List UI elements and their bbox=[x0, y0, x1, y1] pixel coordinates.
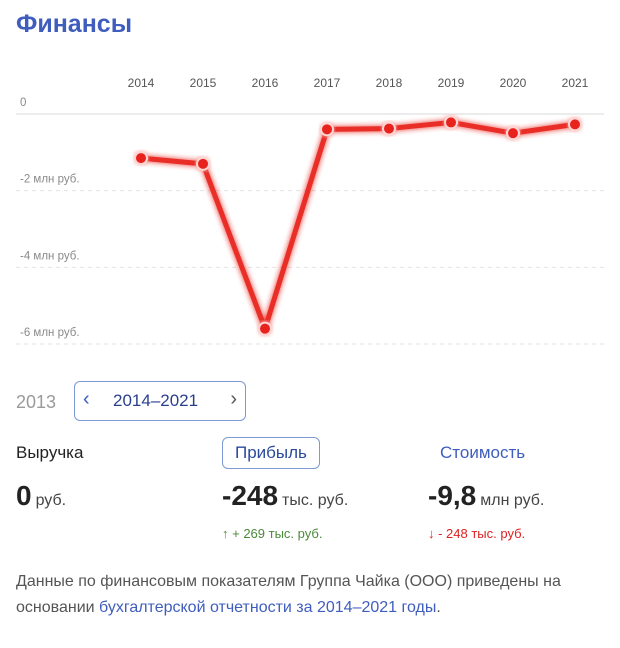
y-tick-label: -4 млн руб. bbox=[20, 250, 80, 262]
x-tick-label: 2017 bbox=[314, 76, 341, 90]
data-point bbox=[134, 151, 148, 166]
footnote-text: Данные по финансовым показателям Группа … bbox=[16, 573, 561, 616]
profit-delta: ↑ + 269 тыс. руб. bbox=[222, 526, 323, 541]
x-tick-label: 2018 bbox=[376, 76, 403, 90]
x-tick-label: 2021 bbox=[562, 76, 589, 90]
tab-revenue[interactable]: Выручка bbox=[16, 443, 84, 462]
chevron-right-icon[interactable]: › bbox=[230, 388, 237, 410]
y-tick-label: -2 млн руб. bbox=[20, 174, 80, 186]
x-tick-label: 2016 bbox=[252, 76, 279, 90]
revenue-value: 0 руб. bbox=[16, 480, 66, 512]
x-tick-label: 2020 bbox=[500, 76, 527, 90]
value-number: -9,8 bbox=[428, 480, 477, 511]
data-point bbox=[258, 321, 272, 336]
series-line bbox=[138, 119, 578, 332]
profit-unit: тыс. руб. bbox=[282, 492, 349, 509]
revenue-unit: руб. bbox=[35, 492, 67, 509]
company-value: -9,8 млн руб. bbox=[428, 480, 544, 512]
previous-year-link[interactable]: 2013 bbox=[16, 392, 57, 412]
data-point bbox=[382, 121, 396, 136]
profit-number: -248 bbox=[222, 480, 279, 511]
x-tick-label: 2015 bbox=[190, 76, 217, 90]
tab-value[interactable]: Стоимость bbox=[440, 443, 526, 462]
year-range-selector[interactable]: ‹ 2014–2021 › bbox=[74, 381, 246, 421]
x-tick-label: 2019 bbox=[438, 76, 465, 90]
profit-value: -248 тыс. руб. bbox=[222, 480, 348, 512]
finance-line-chart: 0 -2 млн руб. -4 млн руб. -6 млн руб. 2014 20… bbox=[16, 76, 604, 345]
x-tick-label: 2014 bbox=[128, 76, 155, 90]
year-range-label: 2014–2021 bbox=[113, 391, 199, 410]
value-delta: ↓ - 248 тыс. руб. bbox=[428, 526, 526, 541]
data-point bbox=[568, 117, 582, 132]
y-tick-label: 0 bbox=[20, 97, 26, 109]
footnote-end: . bbox=[436, 599, 441, 616]
footnote: Данные по финансовым показателям Группа … bbox=[16, 569, 606, 621]
y-tick-label: -6 млн руб. bbox=[20, 327, 80, 339]
revenue-number: 0 bbox=[16, 480, 32, 511]
tab-profit[interactable]: Прибыль bbox=[222, 437, 320, 469]
data-point bbox=[196, 156, 210, 171]
chevron-left-icon[interactable]: ‹ bbox=[83, 388, 90, 410]
page-title: Финансы bbox=[16, 10, 133, 38]
accounting-report-link[interactable]: бухгалтерской отчетности за 2014–2021 го… bbox=[99, 599, 437, 616]
data-point bbox=[320, 122, 334, 137]
data-point bbox=[444, 115, 458, 130]
value-unit: млн руб. bbox=[480, 492, 545, 509]
data-point bbox=[506, 126, 520, 141]
